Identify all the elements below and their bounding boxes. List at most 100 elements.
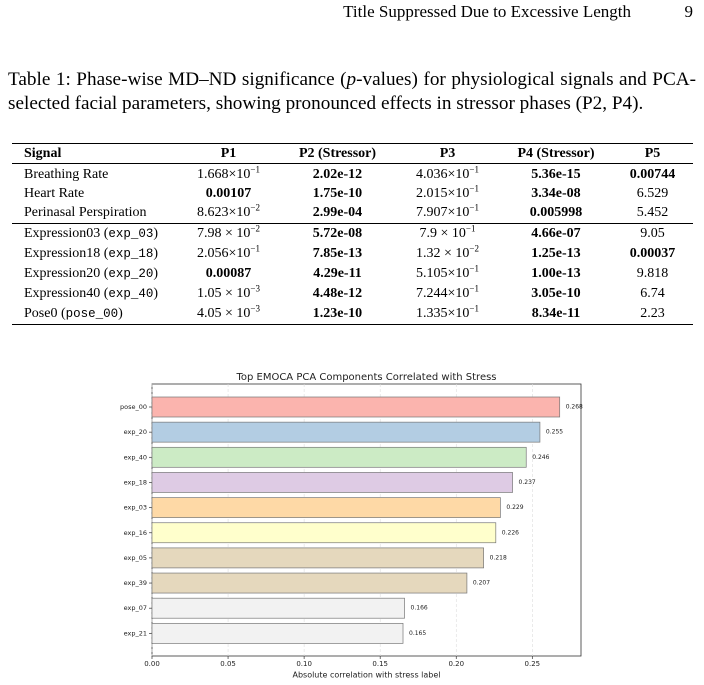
column-header: Signal [24, 146, 62, 162]
cell-text: 1.335×10 [416, 306, 470, 322]
value-cell: 4.29e-11 [280, 264, 395, 284]
column-header: P2 (Stressor) [298, 146, 377, 162]
signal-cell: Perinasal Perspiration [12, 203, 177, 223]
value-cell: 1.668×10−1 [177, 164, 280, 184]
cell-text: 1.05 × 10 [197, 286, 251, 302]
value-cell: 3.34e-08 [500, 184, 612, 203]
cell-exponent: −1 [465, 223, 476, 234]
value-cell: 2.02e-12 [280, 164, 395, 184]
value-cell: 7.98 × 10−2 [177, 223, 280, 244]
cell-exponent: −1 [469, 283, 479, 294]
cell-text: 0.005998 [529, 205, 583, 221]
value-cell: 8.623×10−2 [177, 203, 280, 223]
value-cell: 0.005998 [500, 203, 612, 223]
value-label: 0.255 [546, 429, 563, 436]
value-cell: 1.32 × 10−2 [395, 244, 500, 264]
value-label: 0.166 [411, 605, 428, 612]
value-cell: 4.05 × 10−3 [177, 304, 280, 325]
cell-exponent: −1 [469, 263, 479, 274]
value-cell: 5.105×10−1 [395, 264, 500, 284]
value-label: 0.229 [506, 504, 523, 511]
cell-text: 7.907×10 [416, 205, 470, 221]
caption-text: Table 1: Phase-wise MD–ND significance ( [8, 69, 347, 90]
signal-text: ) [118, 305, 123, 321]
signal-code: exp_20 [108, 266, 154, 281]
signal-text: Expression03 ( [24, 225, 109, 241]
cell-text: 2.015×10 [416, 185, 470, 201]
value-cell: 5.72e-08 [280, 223, 395, 244]
value-label: 0.207 [473, 580, 490, 587]
cell-text: 0.00037 [629, 246, 676, 262]
column-header: P4 (Stressor) [517, 146, 595, 162]
bar [151, 421, 541, 443]
cell-text: 0.00107 [205, 185, 252, 201]
signal-code: exp_18 [108, 246, 154, 261]
y-tick-label: exp_07 [124, 604, 147, 612]
cell-text: 0.00087 [205, 266, 252, 282]
signal-cell: Expression03 (exp_03) [12, 223, 177, 244]
value-cell: 7.85e-13 [280, 244, 395, 264]
cell-text: 0.00744 [629, 166, 676, 182]
cell-exponent: −1 [250, 243, 260, 254]
cell-text: 4.036×10 [416, 166, 470, 182]
x-tick-label: 0.10 [296, 660, 312, 668]
page-number: 9 [684, 2, 694, 21]
value-cell: 1.335×10−1 [395, 304, 500, 325]
value-cell: 1.75e-10 [280, 184, 395, 203]
value-cell: 3.05e-10 [500, 284, 612, 304]
table-row: Heart Rate 0.00107 1.75e-10 2.015×10−1 3.34e… [12, 184, 693, 203]
value-cell: 7.9 × 10−1 [395, 223, 500, 244]
cell-exponent: −2 [250, 202, 260, 213]
bar [151, 572, 468, 594]
x-tick-label: 0.05 [220, 660, 236, 668]
cell-exponent: −2 [469, 243, 479, 254]
cell-text: 6.529 [636, 185, 669, 201]
cell-text: 1.668×10 [197, 166, 251, 182]
cell-text: 5.452 [636, 205, 669, 221]
cell-text: 7.9 × 10 [419, 226, 466, 242]
bar [151, 522, 497, 544]
cell-text: 4.29e-11 [313, 266, 362, 282]
cell-text: 5.72e-08 [312, 226, 363, 242]
y-tick-label: exp_20 [124, 428, 147, 436]
table-row: Perinasal Perspiration 8.623×10−2 2.99e-04… [12, 203, 693, 223]
cell-exponent: −1 [469, 183, 479, 194]
cell-text: 6.74 [640, 286, 665, 302]
value-label: 0.237 [519, 479, 536, 486]
signal-text: ) [153, 245, 159, 261]
value-label: 0.268 [566, 404, 583, 411]
bar [151, 472, 513, 493]
x-tick-label: 0.00 [144, 660, 160, 668]
x-axis-label: Absolute correlation with stress label [292, 671, 440, 680]
bar [151, 622, 404, 644]
value-cell: 0.00087 [177, 264, 280, 284]
cell-text: 5.36e-15 [531, 166, 581, 182]
cell-text: 2.23 [640, 306, 665, 322]
table-row: Pose0 (pose_00) 4.05 × 10−3 1.23e-10 1.335×… [12, 304, 693, 325]
chart-title: Top EMOCA PCA Components Correlated with… [235, 372, 496, 383]
signal-text: Expression40 ( [24, 285, 109, 301]
cell-text: 8.34e-11 [531, 306, 581, 322]
signal-cell: Heart Rate [12, 184, 177, 203]
cell-exponent: −1 [250, 163, 260, 174]
value-cell: 0.00744 [612, 164, 693, 184]
value-cell: 6.529 [612, 184, 693, 203]
signal-text: Breathing Rate [24, 166, 109, 182]
signal-text: Perinasal Perspiration [24, 205, 147, 221]
cell-text: 4.48e-12 [312, 286, 363, 302]
signal-text: ) [153, 265, 159, 281]
bar [151, 547, 484, 569]
signal-cell: Expression20 (exp_20) [12, 264, 177, 284]
value-cell: 0.00037 [612, 244, 693, 264]
table-caption: Table 1: Phase-wise MD–ND significance (… [8, 68, 696, 116]
cell-text: 7.244×10 [416, 286, 470, 302]
value-cell: 4.66e-07 [500, 223, 612, 244]
value-cell: 1.25e-13 [500, 244, 612, 264]
signal-text: Pose0 ( [24, 305, 66, 321]
value-label: 0.246 [532, 454, 549, 461]
cell-text: 1.32 × 10 [416, 246, 470, 262]
cell-exponent: −3 [250, 303, 260, 314]
signal-cell: Pose0 (pose_00) [12, 304, 177, 325]
